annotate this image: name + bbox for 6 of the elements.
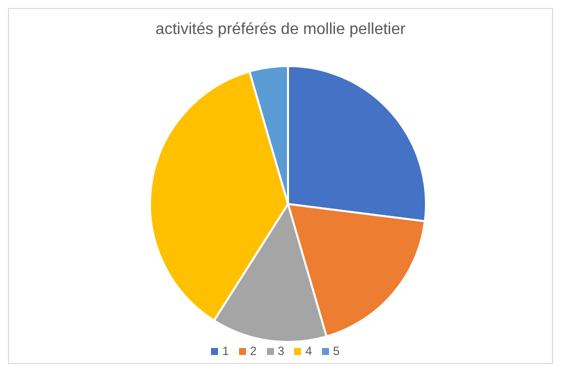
legend-label: 4: [305, 344, 312, 358]
chart-title: activités préférés de mollie pelletier: [154, 20, 406, 40]
legend-label: 2: [250, 344, 257, 358]
legend-label: 5: [333, 344, 340, 358]
legend-label: 3: [278, 344, 284, 358]
legend-label: 1: [222, 344, 229, 358]
